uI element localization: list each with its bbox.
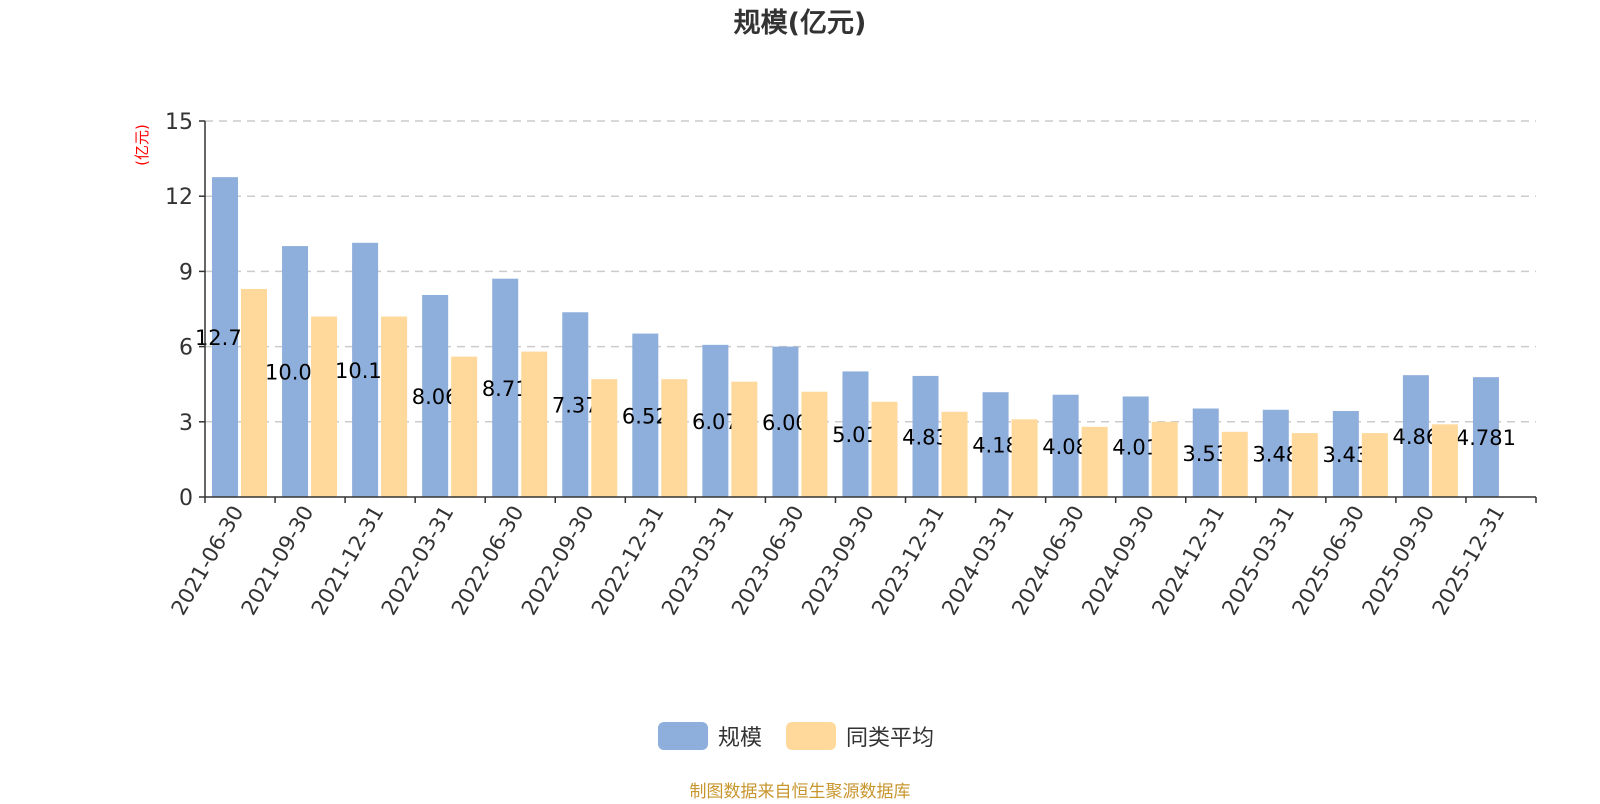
bar-scale[interactable] [492, 278, 519, 497]
bar-average[interactable] [1291, 433, 1318, 497]
bar-average[interactable] [241, 288, 267, 497]
data-label-scale: 4.781 [1456, 426, 1516, 450]
bar-average[interactable] [591, 379, 618, 497]
x-tick-label: 2023-09-30 [797, 502, 879, 620]
bar-scale[interactable] [1472, 377, 1499, 497]
x-tick-label: 2024-03-31 [937, 501, 1019, 619]
x-tick-label: 2022-03-31 [377, 502, 459, 620]
y-tick-label: 6 [179, 336, 193, 361]
y-tick-label: 3 [179, 411, 193, 436]
y-tick-label: 15 [165, 110, 193, 135]
data-label-scale: 4.18 [972, 434, 1019, 458]
x-tick-label: 2025-09-30 [1357, 502, 1439, 620]
x-tick-label: 2025-03-31 [1217, 502, 1299, 620]
bar-average[interactable] [1081, 426, 1108, 497]
data-label-scale: 5.01 [832, 423, 879, 447]
bar-average[interactable] [1221, 431, 1248, 497]
x-tick-label: 2022-06-30 [447, 502, 529, 620]
bar-average[interactable] [731, 381, 758, 497]
bar-scale[interactable] [1332, 411, 1359, 497]
bar-average[interactable] [311, 316, 338, 497]
data-label-scale: 3.48 [1252, 442, 1299, 466]
footer-source: 制图数据来自恒生聚源数据库 [690, 782, 911, 800]
data-label-scale: 3.43 [1322, 443, 1369, 467]
bar-scale[interactable] [772, 346, 799, 497]
grid-lines [205, 120, 1536, 423]
bar-scale[interactable] [982, 392, 1009, 497]
bar-scale[interactable] [702, 344, 729, 497]
data-label-scale: 7.37 [552, 394, 599, 418]
bar-average[interactable] [1431, 424, 1458, 497]
bar-scale[interactable] [1262, 409, 1289, 497]
x-tick-label: 2022-12-31 [587, 502, 669, 620]
x-tick-label: 2024-09-30 [1077, 502, 1159, 620]
legend-swatch-scale[interactable] [658, 722, 708, 750]
data-label-scale: 8.06 [412, 385, 459, 409]
y-axis-label: (亿元) [133, 124, 151, 166]
bar-scale[interactable] [1402, 375, 1429, 497]
series-scale-bars [212, 177, 1499, 497]
data-label-scale: 6.00 [762, 411, 809, 435]
legend: 规模 同类平均 [658, 722, 934, 751]
bar-average[interactable] [1011, 419, 1038, 497]
data-label-scale: 4.86 [1393, 425, 1440, 449]
x-tick-label: 2023-03-31 [657, 502, 739, 620]
chart-title: 规模(亿元) [734, 8, 867, 39]
bar-scale[interactable] [842, 371, 869, 497]
bar-scale[interactable] [282, 246, 309, 497]
x-tick-label: 2023-12-31 [867, 502, 949, 620]
bar-scale[interactable] [912, 375, 939, 497]
data-label-scale: 8.71 [482, 377, 529, 401]
bar-average[interactable] [1151, 421, 1178, 497]
y-tick-label: 9 [179, 260, 193, 285]
bar-average[interactable] [1361, 433, 1388, 497]
bar-scale[interactable] [562, 312, 589, 497]
y-tick-label: 12 [165, 185, 193, 210]
x-tick-label: 2022-09-30 [517, 502, 599, 620]
bar-average[interactable] [871, 401, 898, 497]
data-label-scale: 6.52 [622, 404, 669, 428]
bar-average[interactable] [381, 316, 408, 497]
bar-scale[interactable] [632, 333, 659, 497]
x-tick-label: 2021-06-30 [167, 502, 249, 620]
bar-scale[interactable] [1192, 408, 1219, 497]
x-tick-label: 2023-06-30 [727, 502, 809, 620]
x-tick-label: 2025-06-30 [1287, 502, 1369, 620]
x-tick-label: 2024-12-31 [1147, 502, 1229, 620]
bar-average[interactable] [521, 351, 548, 497]
bar-scale[interactable] [212, 177, 238, 497]
data-label-scale: 4.08 [1042, 435, 1089, 459]
bar-scale[interactable] [352, 242, 379, 497]
x-tick-label: 2021-12-31 [307, 502, 389, 620]
bar-scale[interactable] [422, 294, 449, 497]
series-average-bars [241, 288, 1458, 497]
bar-average[interactable] [801, 391, 828, 497]
data-label-scale: 6.07 [692, 410, 739, 434]
y-tick-label: 0 [179, 486, 193, 511]
x-tick-label: 2024-06-30 [1007, 502, 1089, 620]
data-label-scale: 3.53 [1182, 442, 1229, 466]
bar-average[interactable] [661, 379, 688, 497]
legend-label-average[interactable]: 同类平均 [846, 726, 934, 751]
x-tick-label: 2025-12-31 [1427, 502, 1509, 620]
x-tick-label: 2021-09-30 [237, 502, 319, 620]
data-label-scale: 4.83 [902, 425, 949, 449]
data-label-scale: 4.01 [1112, 436, 1159, 460]
bar-scale[interactable] [1122, 396, 1149, 497]
bar-average[interactable] [941, 411, 968, 497]
bar-scale[interactable] [1052, 394, 1079, 497]
bar-average[interactable] [451, 356, 478, 497]
legend-label-scale[interactable]: 规模 [718, 726, 762, 751]
legend-swatch-average[interactable] [786, 722, 836, 750]
